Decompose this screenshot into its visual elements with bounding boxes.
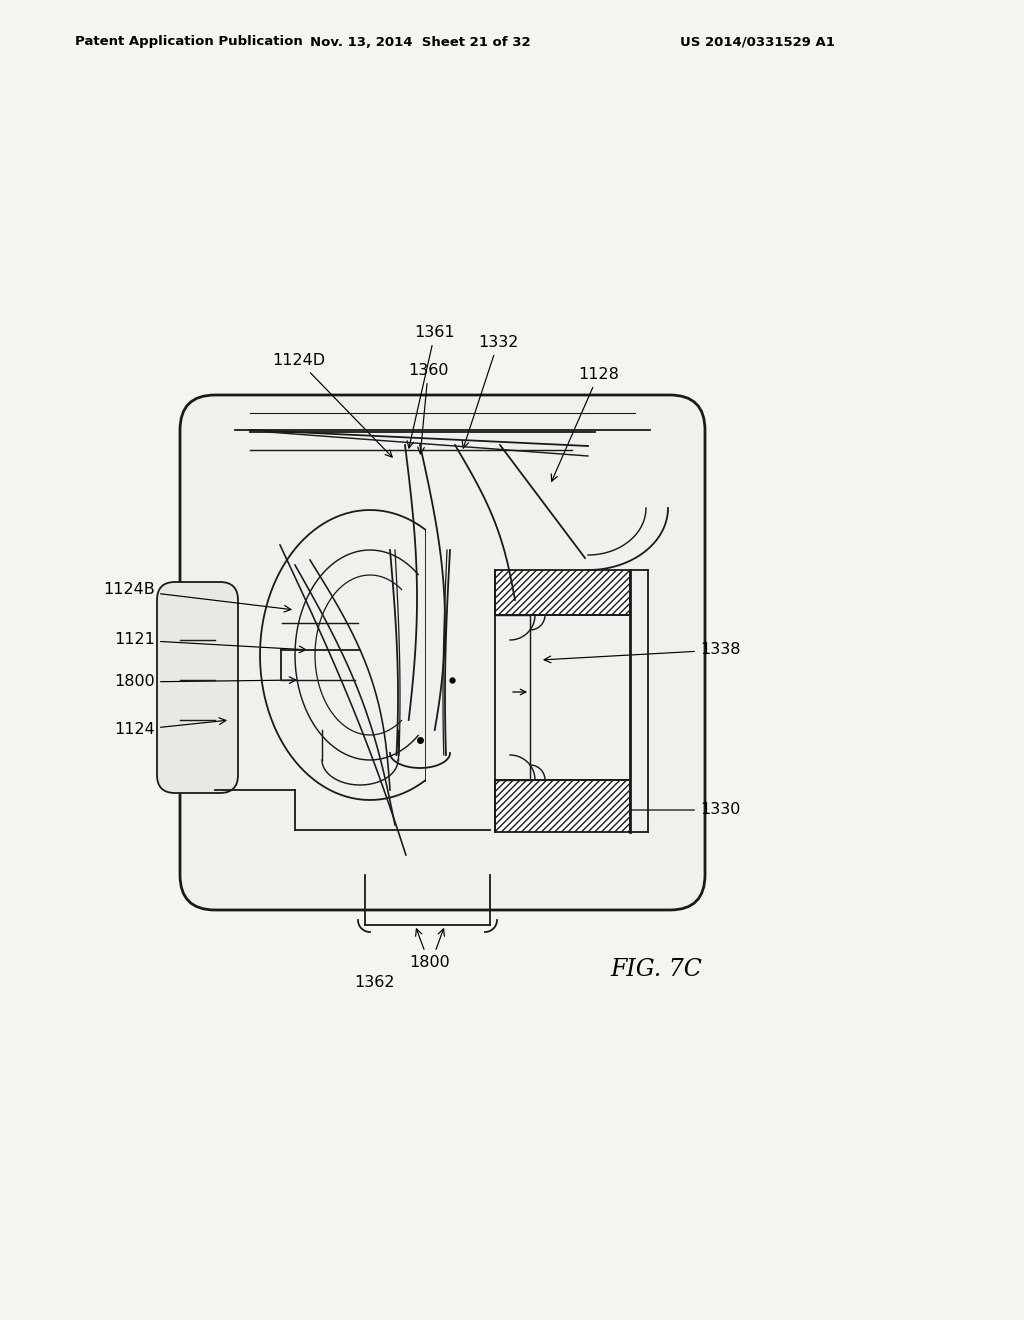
FancyBboxPatch shape: [180, 395, 705, 909]
Text: Patent Application Publication: Patent Application Publication: [75, 36, 303, 49]
Text: US 2014/0331529 A1: US 2014/0331529 A1: [680, 36, 835, 49]
Text: 1338: 1338: [544, 643, 740, 663]
Text: FIG. 7C: FIG. 7C: [610, 958, 701, 982]
Polygon shape: [495, 570, 630, 615]
Text: 1360: 1360: [408, 363, 449, 454]
Polygon shape: [495, 780, 630, 832]
Text: 1361: 1361: [408, 325, 456, 447]
Text: 1124B: 1124B: [103, 582, 291, 612]
Text: 1362: 1362: [354, 975, 395, 990]
Text: 1800: 1800: [410, 954, 451, 970]
Text: 1128: 1128: [551, 367, 618, 482]
Text: 1124: 1124: [115, 718, 226, 738]
Text: 1124D: 1124D: [272, 352, 392, 457]
Text: 1121: 1121: [114, 632, 306, 652]
Text: 1800: 1800: [115, 675, 296, 689]
Text: 1332: 1332: [462, 335, 518, 447]
Text: 1330: 1330: [549, 803, 740, 817]
FancyBboxPatch shape: [157, 582, 238, 793]
Text: Nov. 13, 2014  Sheet 21 of 32: Nov. 13, 2014 Sheet 21 of 32: [309, 36, 530, 49]
